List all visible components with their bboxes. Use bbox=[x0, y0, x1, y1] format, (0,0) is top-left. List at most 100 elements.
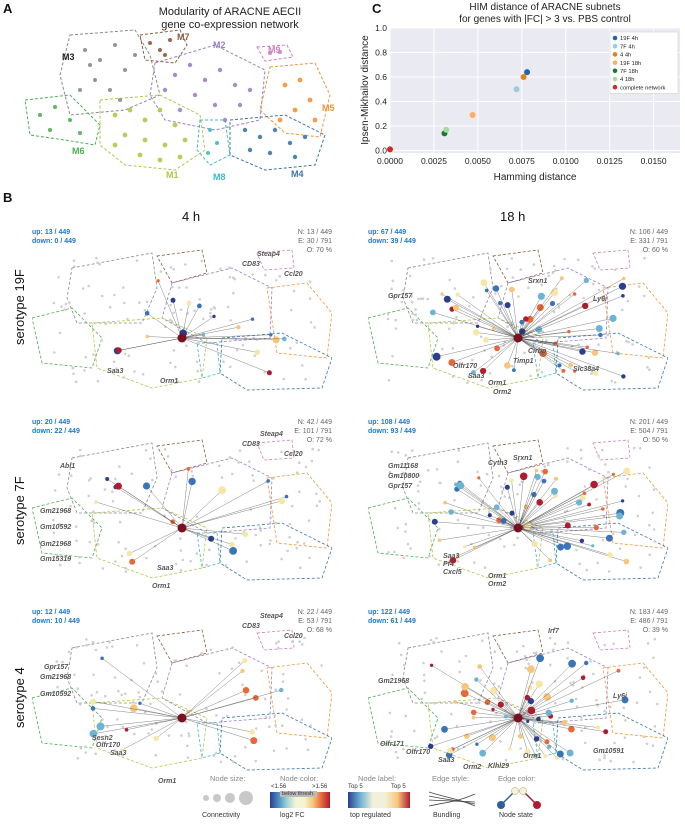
background-node bbox=[607, 570, 611, 573]
background-node bbox=[237, 461, 240, 464]
background-node bbox=[179, 549, 183, 552]
module-outline bbox=[492, 249, 544, 284]
background-node bbox=[178, 693, 182, 696]
background-node bbox=[653, 540, 656, 543]
background-node bbox=[200, 259, 203, 263]
background-node bbox=[315, 504, 319, 507]
gene-label: Olfr170 bbox=[406, 749, 431, 756]
regulated-node bbox=[96, 722, 105, 731]
background-node bbox=[386, 313, 390, 316]
gene-label: Gm21968 bbox=[378, 678, 410, 685]
background-node bbox=[252, 336, 256, 340]
background-node bbox=[457, 449, 460, 452]
data-point bbox=[513, 86, 520, 93]
regulated-node bbox=[452, 304, 460, 311]
background-node bbox=[554, 269, 557, 272]
stat-n: N: 106 / 449 bbox=[629, 229, 668, 236]
regulated-node bbox=[120, 748, 124, 752]
panel-a-letter: A bbox=[3, 1, 13, 16]
background-node bbox=[410, 294, 414, 298]
background-node bbox=[417, 502, 421, 505]
legend-edge-color-title: Edge color: bbox=[498, 774, 536, 783]
background-node bbox=[277, 640, 280, 643]
network-edge bbox=[517, 527, 610, 556]
background-node bbox=[85, 644, 88, 647]
stat-o: O: 50 % bbox=[642, 437, 668, 444]
background-node bbox=[458, 660, 461, 663]
network-edge bbox=[517, 669, 532, 719]
background-node bbox=[516, 492, 519, 496]
background-node bbox=[652, 488, 656, 491]
regulated-node bbox=[564, 522, 571, 529]
regulated-node bbox=[523, 316, 529, 322]
background-node bbox=[400, 300, 404, 304]
network-edge bbox=[517, 278, 624, 339]
background-node bbox=[304, 377, 307, 381]
background-node bbox=[413, 729, 416, 733]
network-edge bbox=[517, 484, 595, 529]
gene-label: Ccl20 bbox=[284, 633, 303, 640]
background-node bbox=[575, 705, 579, 708]
network-edge bbox=[181, 670, 243, 719]
legend-edge-style-sub: Bundling bbox=[433, 812, 461, 819]
network-edge bbox=[118, 485, 183, 529]
gene-label: Olfr170 bbox=[453, 363, 478, 370]
background-node bbox=[92, 353, 95, 356]
network-edge bbox=[517, 337, 583, 352]
background-node bbox=[597, 288, 601, 292]
background-node bbox=[651, 511, 655, 515]
background-node bbox=[548, 636, 552, 640]
regulated-node bbox=[526, 315, 534, 323]
regulated-node bbox=[278, 497, 285, 505]
module-outline bbox=[266, 282, 332, 359]
background-node bbox=[433, 737, 437, 740]
background-node bbox=[466, 381, 469, 385]
stat-o: O: 70 % bbox=[306, 247, 332, 254]
background-node bbox=[251, 273, 254, 276]
regulated-node bbox=[527, 665, 535, 674]
background-node bbox=[285, 747, 288, 750]
data-point bbox=[469, 112, 476, 119]
background-node bbox=[505, 267, 509, 271]
background-node bbox=[566, 641, 570, 644]
network-edge bbox=[517, 717, 537, 740]
network-edge bbox=[511, 289, 519, 339]
network-edge bbox=[517, 662, 587, 719]
background-node bbox=[612, 642, 615, 646]
background-node bbox=[69, 504, 72, 508]
regulated-node bbox=[533, 736, 540, 742]
background-node bbox=[652, 656, 655, 660]
background-node bbox=[259, 543, 263, 547]
background-node bbox=[90, 519, 93, 522]
background-node bbox=[396, 526, 400, 530]
gene-label: Irf7 bbox=[548, 628, 559, 635]
background-node bbox=[208, 548, 211, 552]
network-edge bbox=[445, 502, 519, 529]
background-node bbox=[248, 460, 251, 463]
background-node bbox=[285, 708, 288, 711]
module-outline bbox=[368, 497, 439, 559]
y-tick-label: 0.0 bbox=[375, 146, 387, 156]
module-outline bbox=[156, 249, 208, 284]
background-node bbox=[101, 294, 104, 298]
module-outline bbox=[66, 442, 158, 514]
gene-label: Gm10592 bbox=[40, 524, 72, 531]
network-edge bbox=[517, 470, 537, 529]
background-node bbox=[583, 741, 587, 745]
background-node bbox=[597, 454, 600, 457]
background-node bbox=[464, 654, 468, 658]
background-node bbox=[171, 285, 174, 289]
regulated-node bbox=[576, 499, 583, 506]
background-node bbox=[111, 490, 114, 494]
down-count: down: 22 / 449 bbox=[32, 428, 80, 435]
network-edge bbox=[181, 500, 282, 529]
background-node bbox=[592, 282, 595, 286]
background-node bbox=[100, 338, 103, 342]
background-node bbox=[395, 474, 398, 478]
gene-label: Slc38a4 bbox=[573, 366, 600, 373]
background-node bbox=[631, 343, 634, 346]
background-node bbox=[313, 326, 316, 329]
background-node bbox=[231, 760, 235, 763]
background-node bbox=[390, 259, 394, 263]
gene-label: Saa3 bbox=[107, 368, 124, 375]
